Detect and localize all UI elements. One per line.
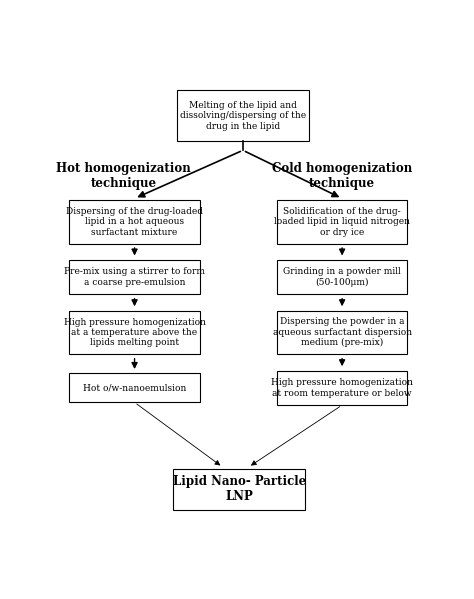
FancyBboxPatch shape bbox=[69, 310, 200, 355]
FancyBboxPatch shape bbox=[177, 90, 309, 141]
Text: Melting of the lipid and
dissolving/dispersing of the
drug in the lipid: Melting of the lipid and dissolving/disp… bbox=[180, 101, 306, 131]
Text: Grinding in a powder mill
(50-100μm): Grinding in a powder mill (50-100μm) bbox=[283, 267, 401, 287]
FancyBboxPatch shape bbox=[69, 373, 200, 403]
Text: Cold homogenization
technique: Cold homogenization technique bbox=[272, 162, 412, 190]
FancyBboxPatch shape bbox=[173, 468, 305, 510]
FancyBboxPatch shape bbox=[277, 310, 407, 355]
Text: Dispersing of the drug-loaded
lipid in a hot aqueous
surfactant mixture: Dispersing of the drug-loaded lipid in a… bbox=[66, 207, 203, 237]
Text: Solidification of the drug-
loaded lipid in liquid nitrogen
or dry ice: Solidification of the drug- loaded lipid… bbox=[274, 207, 410, 237]
FancyBboxPatch shape bbox=[69, 200, 200, 244]
FancyBboxPatch shape bbox=[69, 260, 200, 295]
FancyBboxPatch shape bbox=[277, 371, 407, 405]
Text: High pressure homogenization
at room temperature or below: High pressure homogenization at room tem… bbox=[271, 378, 413, 398]
FancyBboxPatch shape bbox=[277, 200, 407, 244]
Text: Lipid Nano- Particle
LNP: Lipid Nano- Particle LNP bbox=[173, 475, 306, 503]
Text: Hot homogenization
technique: Hot homogenization technique bbox=[56, 162, 191, 190]
Text: Dispersing the powder in a
aqueous surfactant dispersion
medium (pre-mix): Dispersing the powder in a aqueous surfa… bbox=[273, 317, 412, 347]
FancyBboxPatch shape bbox=[277, 260, 407, 295]
Text: Pre-mix using a stirrer to form
a coarse pre-emulsion: Pre-mix using a stirrer to form a coarse… bbox=[64, 267, 205, 287]
Text: High pressure homogenization
at a temperature above the
lipids melting point: High pressure homogenization at a temper… bbox=[64, 317, 206, 347]
Text: Hot o/w-nanoemulsion: Hot o/w-nanoemulsion bbox=[83, 383, 186, 392]
